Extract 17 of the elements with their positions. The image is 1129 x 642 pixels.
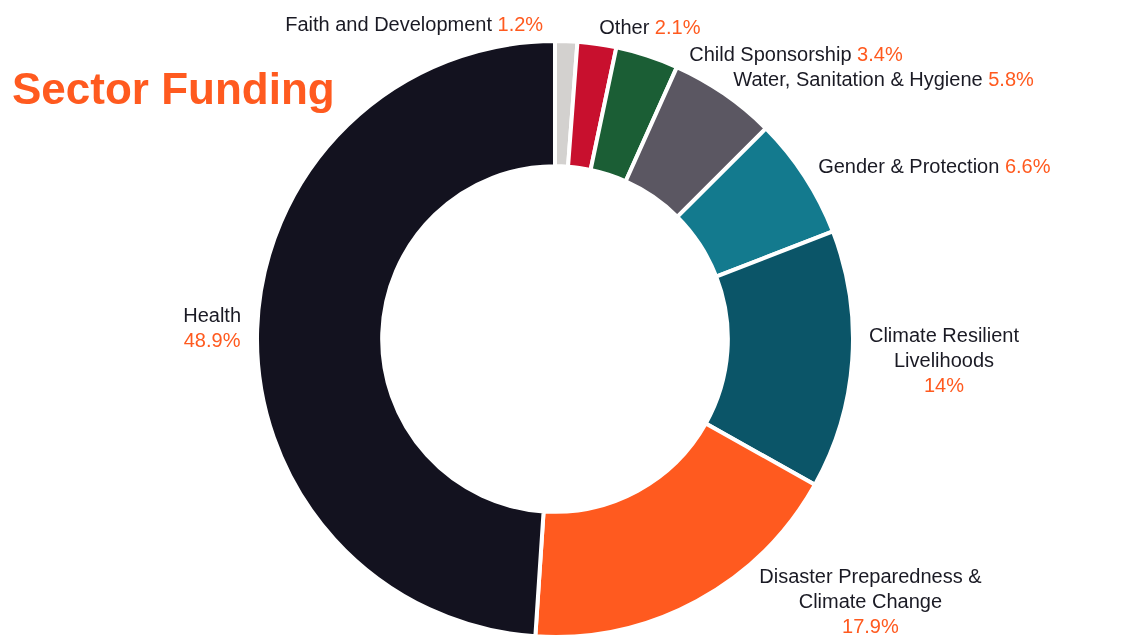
data-label: 14% — [924, 373, 965, 396]
data-label: 17.9% — [842, 615, 899, 638]
data-label: 5.8% — [988, 68, 1035, 91]
data-label: 3.4% — [857, 42, 903, 65]
data-label: 48.9% — [183, 328, 241, 351]
slice-label: Water, Sanitation & Hygiene — [733, 68, 989, 91]
slice-label: Gender & Protection — [818, 155, 1005, 178]
data-label: 1.2% — [497, 12, 544, 35]
slice-label: Health — [183, 303, 242, 326]
slice-label: Disaster Preparedness & Climate Change — [759, 565, 983, 613]
data-label: 6.6% — [1004, 155, 1051, 178]
text: Sector Funding — [12, 64, 335, 114]
data-label: 2.1% — [654, 15, 701, 38]
slice-label: Climate Resilient Livelihoods — [868, 323, 1020, 371]
slice-label: Other — [599, 15, 655, 38]
slice-label: Child Sponsorship — [689, 42, 858, 65]
slice-label: Faith and Development — [285, 12, 498, 35]
